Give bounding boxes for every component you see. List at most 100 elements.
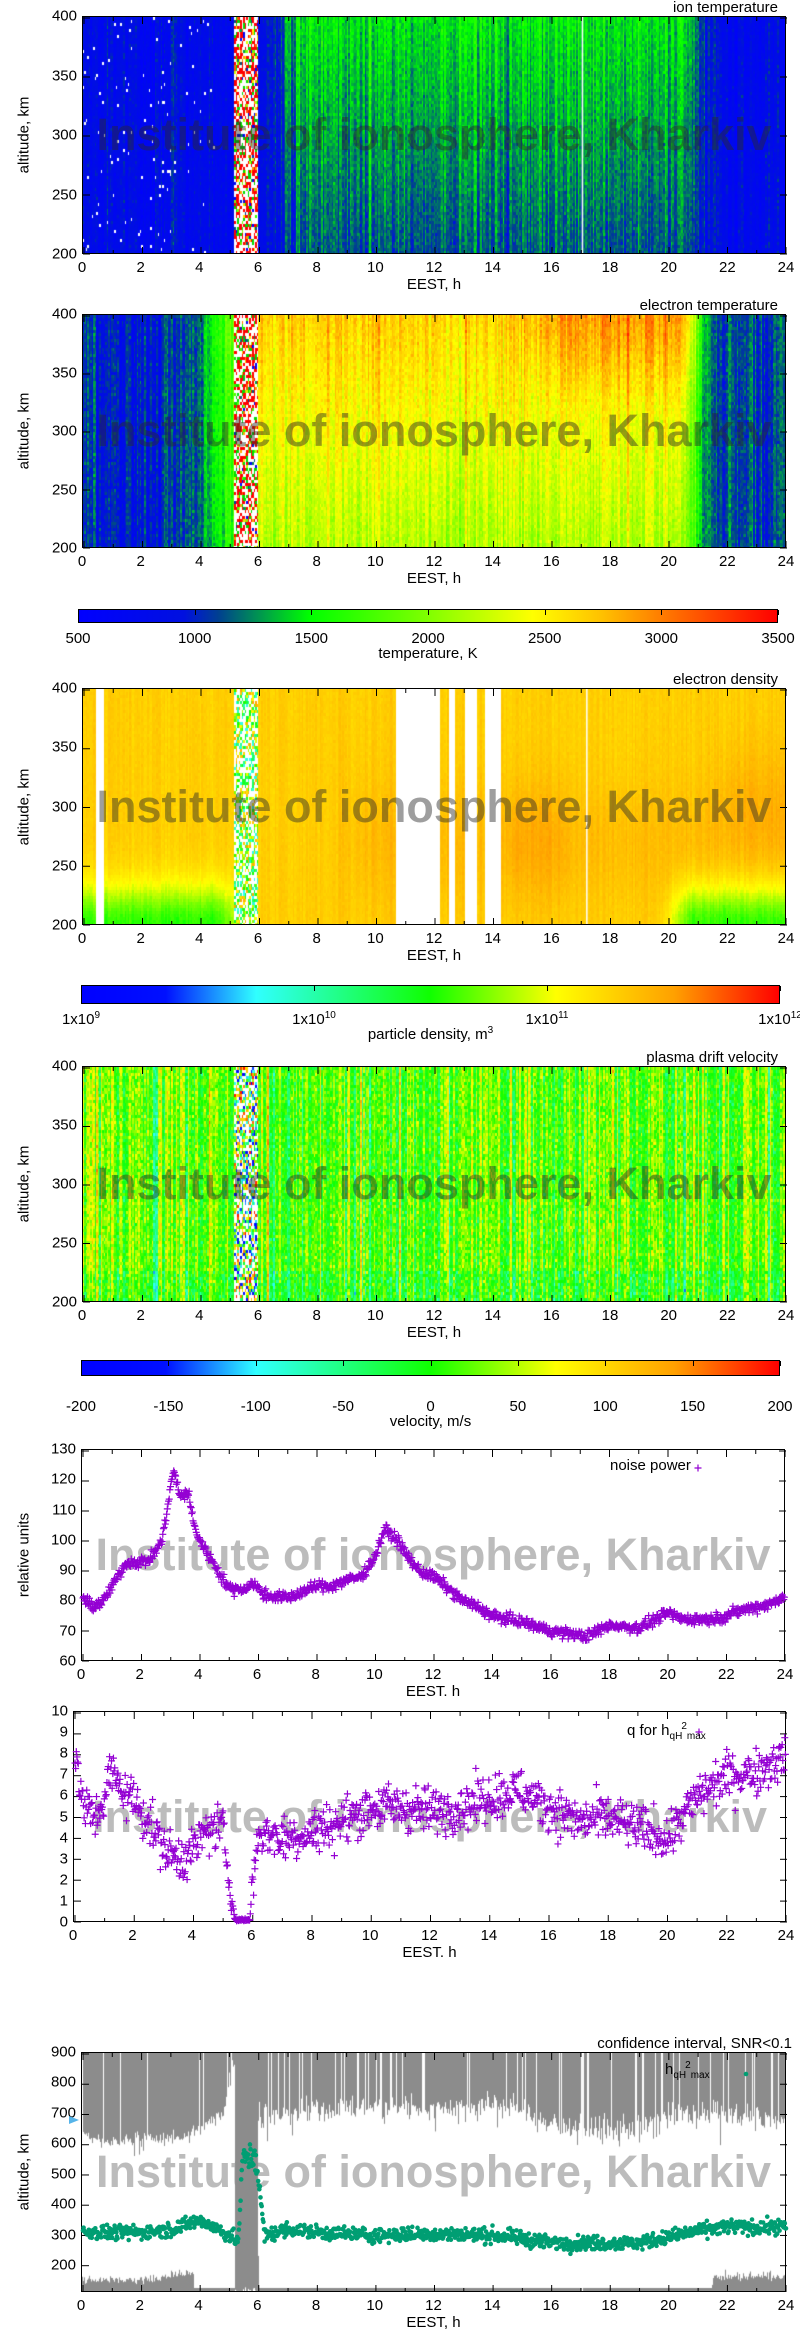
data-point [580,1812,588,1820]
data-point [190,1521,198,1529]
data-point [485,1776,493,1784]
data-point [133,1793,141,1801]
data-point [622,1823,630,1831]
data-point [745,1609,753,1617]
data-point [734,1778,742,1786]
data-point [615,1828,623,1836]
data-point [684,1790,692,1798]
data-point [563,1626,571,1634]
y-tick-label: 70 [59,1622,76,1640]
data-point [765,1766,773,1774]
data-point [763,1754,771,1762]
x-tick-label: 24 [777,2297,795,2314]
x-tick-label: 22 [718,1927,735,1944]
data-point [464,1826,472,1834]
data-point [218,1813,226,1821]
y-tick-label: 350 [51,1116,77,1134]
data-point [173,1866,181,1874]
data-point [185,1491,193,1499]
data-point [188,1825,196,1833]
data-point [712,1802,720,1810]
data-point [85,1805,93,1813]
data-point [211,1844,219,1852]
data-point [727,1612,735,1620]
data-point [399,1790,407,1798]
data-point [311,2234,317,2240]
colorbar-tick-label: 3500 [761,630,795,647]
data-point [76,1792,84,1800]
data-point [518,2228,523,2234]
y-tick-label: 8 [59,1744,68,1762]
y-axis-label: altitude, km [15,392,33,470]
y-tick-label: 0 [59,1913,68,1931]
data-point [486,1793,494,1801]
data-point [79,1787,87,1795]
data-point [762,1762,770,1770]
x-tick-label: 24 [777,1927,795,1944]
data-point [249,1875,257,1883]
data-point [408,1812,416,1820]
x-tick-label: 12 [424,1666,442,1683]
data-point [74,1759,82,1767]
y-tick-label: 400 [51,7,77,25]
x-tick-label: 16 [541,1666,559,1683]
data-point [127,1773,135,1781]
data-point [600,1806,608,1814]
data-point [704,2218,710,2224]
data-point [280,1812,288,1820]
data-point [751,1781,759,1789]
data-point [511,1785,519,1793]
colorbar-tick-mark [430,1361,432,1366]
data-point [583,1829,591,1837]
data-point [588,1803,596,1811]
data-point [167,1842,175,1850]
data-point [119,2234,125,2240]
data-point [209,1829,217,1837]
y-tick-label: 7 [59,1765,68,1783]
data-point [717,2231,723,2236]
data-point [386,2240,392,2246]
data-point [432,2227,438,2233]
data-point [662,1848,670,1856]
x-tick-label: 6 [253,259,263,276]
y-tick-label: 350 [51,738,77,756]
x-tick-label: 10 [365,1666,383,1683]
data-point [181,1486,189,1494]
y-tick-label: 80 [59,1591,76,1609]
data-point [163,1854,171,1862]
data-point [645,1836,653,1844]
data-point [302,1839,310,1847]
data-point [469,1805,477,1813]
data-point [549,1804,557,1812]
data-point [589,1632,597,1640]
y-tick-label: 200 [51,245,77,263]
data-point [380,1530,388,1538]
data-point [661,1612,669,1620]
data-point [612,1814,620,1822]
data-point [587,2243,593,2249]
data-point [214,1800,222,1808]
data-point [164,1846,172,1854]
colorbar-tick-mark [255,1361,257,1366]
data-point [407,1827,415,1835]
data-point [300,1832,308,1840]
data-point [515,1792,523,1800]
data-point [368,1806,376,1814]
data-point [72,1748,80,1756]
data-point [573,1808,581,1816]
data-point [551,1799,559,1807]
data-point [757,1783,765,1791]
y-axis-label: altitude, km [15,96,33,174]
data-point [564,1825,572,1833]
data-point [219,1807,227,1815]
data-point [540,1797,548,1805]
data-point [186,1841,194,1849]
data-point [262,1818,270,1826]
data-point [720,1763,728,1771]
x-tick-label: 12 [425,259,443,276]
x-tick-label: 10 [366,1307,384,1324]
data-point [139,1834,147,1842]
y-tick-label: 120 [50,1470,76,1488]
data-point [669,1847,677,1855]
data-point [146,1840,154,1848]
